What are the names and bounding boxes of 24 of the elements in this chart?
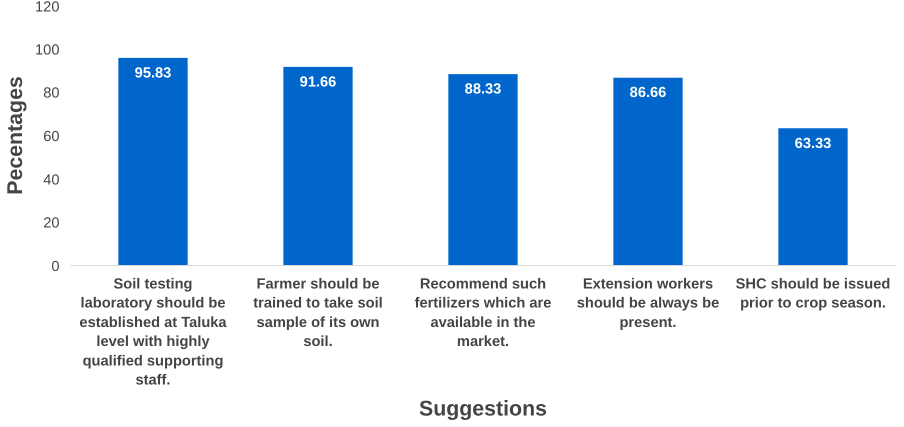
x-tick-label: Farmer should be trained to take soil sample of its own soil. — [253, 276, 383, 350]
data-label: 95.83 — [134, 65, 172, 82]
bar — [283, 66, 353, 266]
x-tick-label: SHC should be issued prior to crop season. — [736, 276, 890, 312]
data-label: 86.66 — [630, 85, 666, 102]
y-tick-label: 0 — [51, 259, 60, 275]
data-label: 91.66 — [300, 74, 336, 90]
y-tick-label: 100 — [35, 42, 60, 58]
y-tick-label: 120 — [35, 0, 60, 16]
y-axis-title: Pecentages — [3, 76, 28, 195]
bar — [118, 58, 188, 266]
data-label: 88.33 — [464, 82, 502, 98]
y-tick-label: 20 — [43, 216, 60, 232]
bar — [448, 74, 518, 266]
x-axis-title: Suggestions — [419, 396, 547, 420]
x-tick-label: Recommend such fertilizers which are available in the market. — [414, 276, 552, 350]
y-tick-label: 40 — [43, 172, 60, 188]
bar — [613, 78, 683, 266]
bar — [778, 128, 848, 266]
y-tick-label: 80 — [43, 86, 60, 102]
data-label: 63.33 — [794, 136, 832, 152]
x-tick-label: Soil testing laboratory should be established at Taluka level with highly qualified supporting staff. — [79, 276, 228, 388]
x-tick-label: Extension workers should be always be present. — [576, 276, 720, 331]
y-tick-label: 60 — [43, 129, 60, 145]
